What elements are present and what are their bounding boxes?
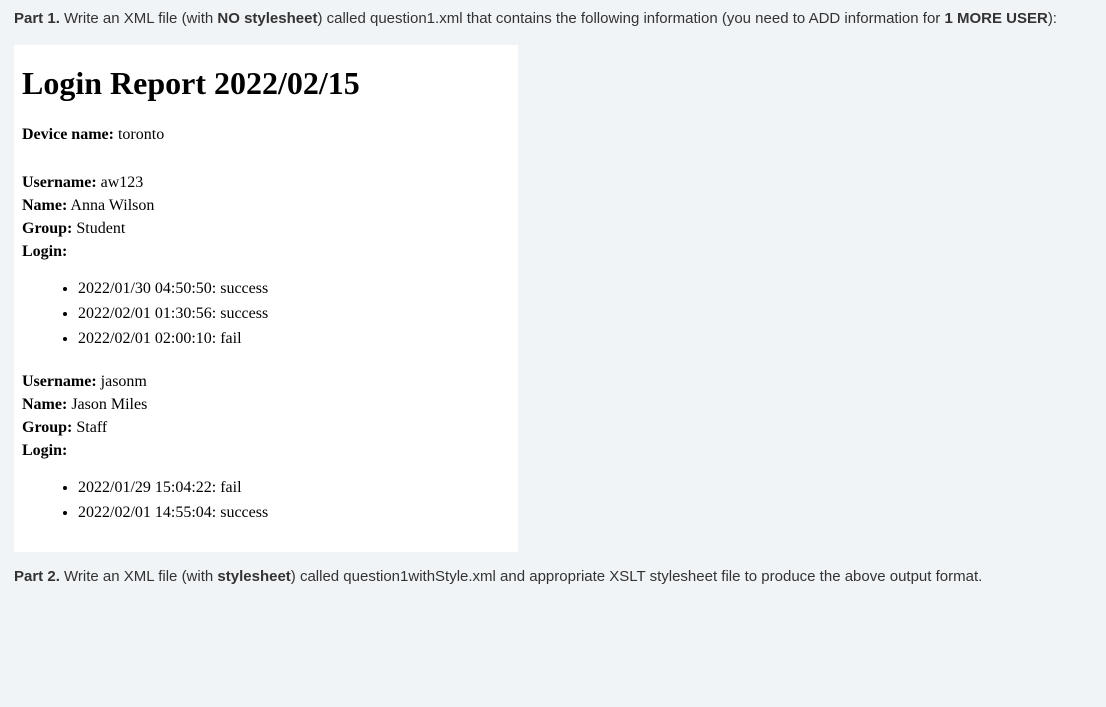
username-label: Username: (22, 373, 97, 390)
name-label: Name: (22, 197, 67, 214)
list-item: 2022/01/29 15:04:22: fail (78, 476, 510, 501)
username-label: Username: (22, 174, 97, 191)
part1-bold-b: 1 MORE USER (944, 10, 1047, 27)
user1-username: jasonm (97, 373, 147, 390)
list-item: 2022/01/30 04:50:50: success (78, 277, 510, 302)
part1-text-a: Write an XML file (with (60, 10, 218, 27)
list-item: 2022/02/01 01:30:56: success (78, 302, 510, 327)
user1-name: Jason Miles (67, 396, 147, 413)
user1-group: Staff (72, 419, 107, 436)
part1-paragraph: Part 1. Write an XML file (with NO style… (14, 8, 1092, 31)
list-item: 2022/02/01 02:00:10: fail (78, 327, 510, 352)
user0-group-line: Group: Student (22, 217, 510, 240)
part1-text-b: ) called question1.xml that contains the… (317, 10, 944, 27)
user0-group: Student (72, 220, 125, 237)
part2-label: Part 2. (14, 568, 60, 585)
name-label: Name: (22, 396, 67, 413)
part2-instructions: Part 2. Write an XML file (with styleshe… (14, 566, 1092, 589)
part1-text-c: ): (1048, 10, 1057, 27)
report-rendered-output: Login Report 2022/02/15 Device name: tor… (14, 45, 518, 552)
device-label: Device name: (22, 126, 114, 143)
login-label: Login: (22, 243, 67, 260)
user1-login-list: 2022/01/29 15:04:22: fail 2022/02/01 14:… (22, 476, 510, 526)
user0-username-line: Username: aw123 (22, 171, 510, 194)
user0-login-list: 2022/01/30 04:50:50: success 2022/02/01 … (22, 277, 510, 351)
user1-login-line: Login: (22, 439, 510, 462)
user-block-0: Username: aw123 Name: Anna Wilson Group:… (22, 171, 510, 352)
part1-label: Part 1. (14, 10, 60, 27)
user1-group-line: Group: Staff (22, 416, 510, 439)
user-block-1: Username: jasonm Name: Jason Miles Group… (22, 370, 510, 526)
user0-login-line: Login: (22, 240, 510, 263)
user0-name: Anna Wilson (67, 197, 154, 214)
login-label: Login: (22, 442, 67, 459)
user1-name-line: Name: Jason Miles (22, 393, 510, 416)
part1-instructions: Part 1. Write an XML file (with NO style… (14, 8, 1092, 31)
part1-bold-a: NO stylesheet (217, 10, 317, 27)
group-label: Group: (22, 419, 72, 436)
user1-username-line: Username: jasonm (22, 370, 510, 393)
list-item: 2022/02/01 14:55:04: success (78, 501, 510, 526)
device-value: toronto (114, 126, 164, 143)
part2-text-b: ) called question1withStyle.xml and appr… (291, 568, 983, 585)
page-container: Part 1. Write an XML file (with NO style… (0, 0, 1106, 612)
part2-bold-a: stylesheet (217, 568, 290, 585)
user0-name-line: Name: Anna Wilson (22, 194, 510, 217)
part2-paragraph: Part 2. Write an XML file (with styleshe… (14, 566, 1092, 589)
group-label: Group: (22, 220, 72, 237)
part2-text-a: Write an XML file (with (60, 568, 218, 585)
device-line: Device name: toronto (22, 123, 510, 147)
user0-username: aw123 (97, 174, 144, 191)
report-title: Login Report 2022/02/15 (22, 59, 510, 107)
